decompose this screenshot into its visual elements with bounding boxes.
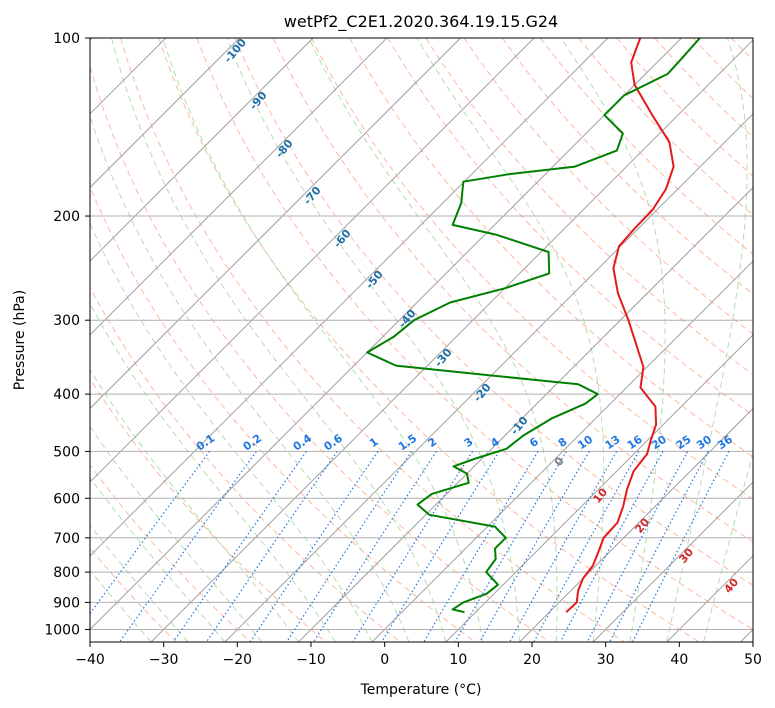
isotherm-line (445, 334, 753, 642)
sounding-series (366, 38, 701, 614)
isotherm-line (519, 407, 753, 642)
moist-adiabat-line (162, 38, 484, 642)
moist-adiabat-line (90, 222, 373, 642)
dewpoint-line (366, 38, 701, 614)
y-tick-label: 100 (53, 31, 80, 47)
moist-adiabat-line (703, 451, 753, 642)
moist-adiabat-line (90, 569, 152, 642)
moist-adiabat-line (226, 38, 520, 642)
moist-adiabat-line (90, 302, 336, 642)
x-tick-label: −20 (223, 652, 253, 668)
isobars (90, 38, 753, 630)
y-axis-label: Pressure (hPa) (12, 290, 28, 390)
x-axis-label: Temperature (°C) (360, 682, 482, 698)
dry-adiabat-line (425, 38, 753, 376)
mixing-ratio-line (119, 451, 257, 642)
y-tick-label: 1000 (44, 622, 80, 638)
x-tick-label: 40 (670, 652, 688, 668)
isotherm-line (90, 38, 682, 631)
y-tick-label: 400 (53, 387, 80, 403)
x-axis: −40 −30 −20 −10 0 10 20 30 40 50 (75, 642, 762, 668)
plot-frame (89, 37, 754, 643)
y-tick-label: 900 (53, 595, 80, 611)
isotherm-line (371, 260, 753, 642)
moist-adiabat-line (111, 38, 447, 642)
mixing-ratio-line (559, 451, 664, 642)
mixing-ratio-line (286, 451, 413, 642)
y-axis: 100 200 300 400 500 600 700 800 900 1000 (44, 31, 90, 638)
y-tick-label: 800 (53, 565, 80, 581)
mixing-ratio-line (586, 451, 689, 642)
mixing-ratio-line (632, 451, 730, 642)
dry-adiabat-line (234, 38, 753, 586)
dry-adiabat-line (120, 38, 625, 642)
isotherm-line (90, 38, 388, 336)
y-tick-label: 600 (53, 491, 80, 507)
mixing-ratio-line (249, 451, 379, 642)
x-tick-label: 20 (523, 652, 541, 668)
temperature-line (565, 38, 675, 613)
moist-adiabat-line (308, 38, 558, 642)
mixing-ratio-line (381, 451, 500, 642)
isotherm-line (90, 38, 609, 557)
dry-adiabat-line (310, 38, 753, 500)
mixing-ratio-line (609, 451, 709, 642)
x-tick-label: −30 (149, 652, 179, 668)
moist-adiabat-line (90, 476, 226, 642)
moist-adiabat-line (416, 38, 605, 642)
moist-adiabat-line (666, 38, 748, 642)
dry-adiabat-line (463, 38, 753, 335)
x-tick-label: 50 (744, 652, 762, 668)
y-tick-label: 700 (53, 531, 80, 547)
dry-adiabat-line (90, 64, 551, 642)
y-tick-label: 500 (53, 444, 80, 460)
isotherms (90, 38, 753, 642)
dry-adiabats (90, 38, 753, 642)
mixing-ratio-line (352, 451, 474, 642)
x-tick-label: −40 (75, 652, 105, 668)
x-tick-label: 10 (449, 652, 467, 668)
mixing-ratio-line (479, 451, 590, 642)
moist-adiabat-line (560, 38, 666, 642)
mixing-ratio-line (205, 451, 338, 642)
mixing-ratio-line (172, 451, 307, 642)
moist-adiabat-line (90, 524, 189, 642)
isotherm-line (90, 38, 314, 262)
y-tick-label: 300 (53, 313, 80, 329)
isotherm-line (90, 38, 461, 410)
mixing-ratio-line (90, 451, 211, 615)
isotherm-line (90, 38, 240, 189)
dry-adiabat-line (196, 38, 753, 631)
isotherm-line (592, 481, 753, 642)
chart-title: wetPf2_C2E1.2020.364.19.15.G24 (284, 12, 558, 32)
mixing-ratio-line (533, 451, 640, 642)
isotherm-line (224, 113, 753, 642)
moist-adiabat-line (90, 425, 262, 642)
isotherm-line (298, 186, 753, 642)
x-tick-label: −10 (296, 652, 326, 668)
isotherm-line (150, 39, 753, 642)
dry-adiabat-line (158, 38, 700, 642)
y-tick-label: 200 (53, 209, 80, 225)
moist-adiabat-line (90, 114, 410, 642)
x-tick-label: 0 (380, 652, 389, 668)
dry-adiabat-line (90, 464, 252, 642)
x-tick-label: 30 (597, 652, 615, 668)
dry-adiabat-line (90, 185, 476, 642)
isotherm-line (90, 38, 535, 483)
